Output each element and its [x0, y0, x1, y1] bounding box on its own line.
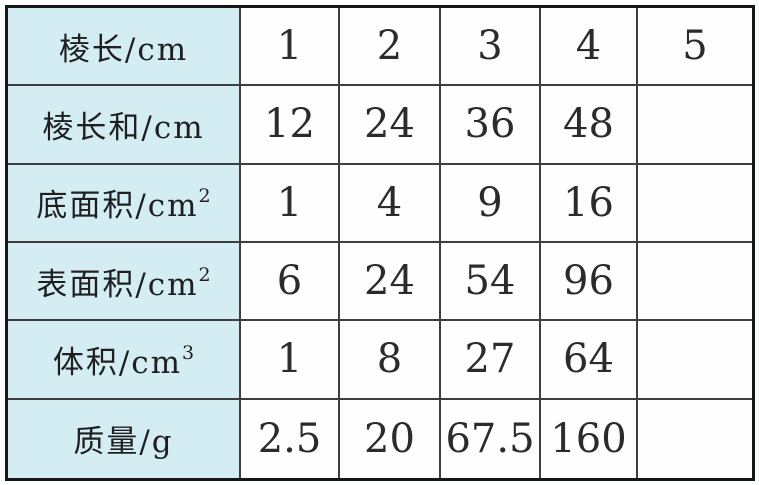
table-cell: 160	[541, 399, 638, 478]
table-cell: 3	[441, 8, 541, 87]
row-header-text: 棱长/cm	[58, 31, 189, 68]
table-cell: 24	[340, 86, 441, 165]
table-cell	[638, 164, 752, 243]
table-cell: 20	[340, 399, 441, 478]
table-cell: 5	[638, 8, 752, 87]
table-cell: 4	[541, 8, 638, 87]
row-header-text: 棱长和/cm	[42, 109, 205, 146]
row-header-surface-area: 表面积/cm 2	[8, 243, 241, 322]
row-header-edge-length: 棱长/cm	[8, 8, 241, 87]
row-header-base-area: 底面积/cm 2	[8, 164, 241, 243]
table-cell: 27	[441, 321, 541, 400]
table-cell: 1	[241, 8, 340, 87]
row-header-edge-sum: 棱长和/cm	[8, 86, 241, 165]
row-header-text: 体积/cm	[52, 344, 183, 381]
table-cell: 8	[340, 321, 441, 400]
row-header-text: 底面积/cm	[36, 188, 199, 225]
row-header-superscript: 2	[198, 263, 211, 286]
table-cell: 96	[541, 243, 638, 322]
table-cell: 2.5	[241, 399, 340, 478]
row-header-superscript: 2	[198, 185, 211, 208]
table-cell: 9	[441, 164, 541, 243]
cube-measurements-table: 棱长/cm 1 2 3 4 5 棱长和/cm 12 24 36 48 底面积/c…	[5, 5, 755, 481]
table-cell: 4	[340, 164, 441, 243]
table-cell	[638, 399, 752, 478]
table-cell: 64	[541, 321, 638, 400]
table-cell: 2	[340, 8, 441, 87]
row-header-text: 质量/g	[73, 424, 174, 461]
table-cell: 36	[441, 86, 541, 165]
table-cell	[638, 243, 752, 322]
table-cell: 6	[241, 243, 340, 322]
table-cell: 1	[241, 164, 340, 243]
table-cell	[638, 86, 752, 165]
row-header-superscript: 3	[182, 341, 195, 364]
row-header-mass: 质量/g	[8, 399, 241, 478]
table-cell: 1	[241, 321, 340, 400]
table-cell: 48	[541, 86, 638, 165]
table-cell: 16	[541, 164, 638, 243]
table-cell: 24	[340, 243, 441, 322]
row-header-text: 表面积/cm	[36, 266, 199, 303]
table-cell: 67.5	[441, 399, 541, 478]
table-cell: 12	[241, 86, 340, 165]
row-header-volume: 体积/cm 3	[8, 321, 241, 400]
table-cell	[638, 321, 752, 400]
table-cell: 54	[441, 243, 541, 322]
